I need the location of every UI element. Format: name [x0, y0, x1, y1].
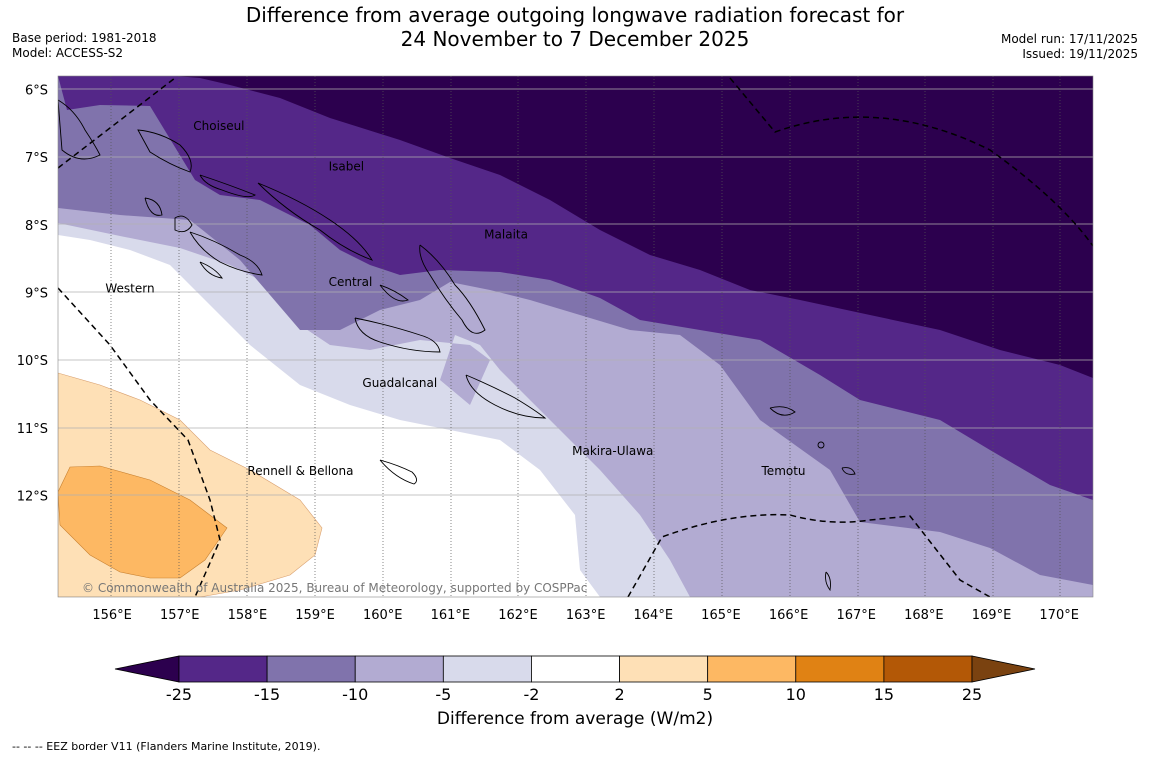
colorbar-tick-label: -25: [166, 685, 192, 704]
model-name: Model: ACCESS-S2: [12, 46, 124, 60]
meta-right: Model run: 17/11/2025 Issued: 19/11/2025: [1001, 32, 1138, 62]
colorbar-boxes: [114, 655, 1036, 683]
eez-legend-note: -- -- -- EEZ border V11 (Flanders Marine…: [12, 740, 321, 753]
province-label: Guadalcanal: [362, 376, 437, 390]
title-line-1: Difference from average outgoing longwav…: [245, 3, 905, 27]
lat-tick-label: 11°S: [17, 422, 48, 437]
island-santa-cruz: [769, 406, 796, 416]
lon-tick-label: 165°E: [701, 608, 741, 623]
island-rennell: [379, 459, 417, 485]
colorbar-tick-label: -5: [435, 685, 451, 704]
lon-tick-label: 162°E: [498, 608, 538, 623]
island-utupua: [841, 467, 856, 475]
colorbar-tick-label: -2: [523, 685, 539, 704]
colorbar-swatch: [266, 655, 356, 683]
copyright-notice: © Commonwealth of Australia 2025, Bureau…: [82, 581, 587, 595]
lon-tick-label: 169°E: [972, 608, 1012, 623]
lon-tick-label: 157°E: [160, 608, 200, 623]
province-label: Rennell & Bellona: [247, 464, 353, 478]
lon-tick-label: 163°E: [566, 608, 606, 623]
island-choiseul-tip: [199, 174, 256, 198]
island-bougainville: [58, 99, 101, 160]
colorbar-tick-label: -10: [342, 685, 368, 704]
island-vanikoro: [817, 441, 825, 449]
island-malaita: [419, 244, 486, 334]
colorbar-swatch: [178, 655, 268, 683]
island-small-w: [144, 197, 163, 216]
lon-tick-label: 164°E: [634, 608, 674, 623]
province-label: Central: [329, 275, 373, 289]
island-kolombangara: [174, 215, 193, 233]
island-choiseul: [137, 129, 192, 173]
lat-tick-label: 12°S: [17, 490, 48, 505]
lon-tick-label: 167°E: [836, 608, 876, 623]
colorbar-tick-label: 2: [614, 685, 624, 704]
lon-tick-label: 158°E: [228, 608, 268, 623]
colorbar-swatch: [883, 655, 973, 683]
province-labels: Choiseul Isabel Malaita Central Western Guada…: [105, 119, 805, 478]
issued-date: Issued: 19/11/2025: [1022, 47, 1138, 61]
island-isabel: [257, 182, 374, 261]
lat-tick-label: 9°S: [25, 287, 48, 302]
province-label: Temotu: [761, 464, 806, 478]
model-run: Model run: 17/11/2025: [1000, 32, 1138, 46]
lon-tick-label: 159°E: [295, 608, 335, 623]
colorbar-tick-label: 5: [703, 685, 713, 704]
island-rendova: [199, 261, 223, 279]
lon-tick-label: 170°E: [1039, 608, 1079, 623]
lon-tick-label: 156°E: [92, 608, 132, 623]
province-label: Malaita: [484, 227, 528, 241]
colorbar-tick-label: -15: [254, 685, 280, 704]
eez-borders: [58, 77, 1093, 597]
lat-grid: [58, 88, 1093, 496]
lat-tick-label: 10°S: [17, 354, 48, 369]
colorbar-swatch: [354, 655, 444, 683]
island-new-georgia: [189, 231, 263, 276]
lon-tick-label: 161°E: [431, 608, 471, 623]
coastlines: [58, 99, 856, 592]
meta-left: Base period: 1981-2018 Model: ACCESS-S2: [12, 31, 157, 61]
colorbar-under-arrow: [114, 655, 180, 683]
lat-labels: 6°S 7°S 8°S 9°S 10°S 11°S 12°S: [17, 84, 48, 505]
colorbar-swatch: [707, 655, 797, 683]
map-frame: [57, 75, 1094, 598]
colorbar-swatch: [795, 655, 885, 683]
lat-tick-label: 8°S: [25, 219, 48, 234]
map: 6°S 7°S 8°S 9°S 10°S 11°S 12°S 156°E 157°E 158°E…: [17, 75, 1094, 623]
band-dark-purple: [175, 76, 1093, 378]
colorbar-over-arrow: [971, 655, 1036, 683]
lon-tick-label: 166°E: [769, 608, 809, 623]
province-label: Choiseul: [193, 119, 244, 133]
lat-tick-label: 6°S: [25, 84, 48, 99]
colorbar-title: Difference from average (W/m2): [436, 709, 714, 729]
colorbar-swatch: [531, 655, 620, 683]
province-label: Western: [105, 282, 154, 296]
colorbar-tick-label: 25: [962, 685, 982, 704]
island-small-s: [825, 571, 831, 592]
island-florida: [379, 284, 409, 302]
island-guadalcanal: [354, 317, 441, 353]
map-field: [58, 76, 1093, 597]
colorbar-swatch: [442, 655, 532, 683]
lon-tick-label: 160°E: [363, 608, 403, 623]
lon-tick-label: 168°E: [904, 608, 944, 623]
colorbar-tick-labels: -25 -15 -10 -5 -2 2 5 10 15 25: [166, 685, 982, 704]
title-line-2: 24 November to 7 December 2025: [400, 27, 750, 51]
base-period: Base period: 1981-2018: [12, 31, 157, 45]
lon-labels: 156°E 157°E 158°E 159°E 160°E 161°E 162°E 163°E…: [92, 608, 1079, 623]
province-label: Makira-Ulawa: [572, 444, 653, 458]
colorbar-tick-label: 10: [786, 685, 806, 704]
island-makira: [465, 374, 547, 419]
chart-title: Difference from average outgoing longwav…: [0, 3, 1150, 51]
province-label: Isabel: [329, 160, 364, 174]
colorbar-tick-label: 15: [874, 685, 894, 704]
band-orange: [58, 465, 228, 579]
lat-tick-label: 7°S: [25, 151, 48, 166]
colorbar-swatch: [619, 655, 709, 683]
